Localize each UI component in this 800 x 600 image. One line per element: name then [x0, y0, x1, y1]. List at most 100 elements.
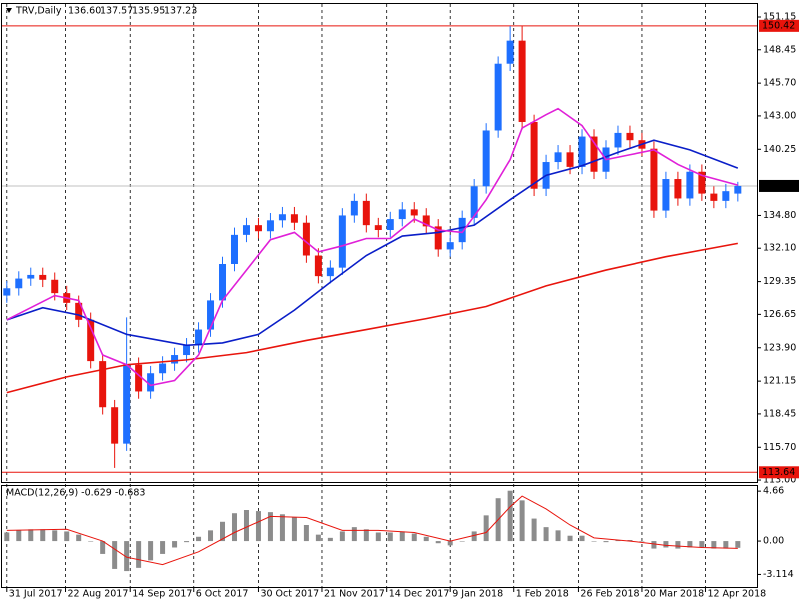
histogram-bar [651, 541, 657, 549]
candle-body [578, 136, 586, 167]
histogram-bar [483, 515, 489, 542]
candle-body [183, 345, 191, 356]
y-tick-label: 126.65 [763, 309, 796, 320]
histogram-bar [663, 541, 669, 548]
candle-body [290, 214, 298, 223]
histogram-bar [148, 541, 154, 561]
ohlc-low: 135.95 [132, 6, 165, 17]
candle-body [242, 225, 250, 235]
candle-body [482, 130, 490, 187]
candle-body [686, 171, 694, 199]
y-tick-label: 121.15 [763, 376, 796, 387]
candle-body [590, 136, 598, 172]
candle-body [446, 242, 454, 250]
candle-body [266, 220, 274, 232]
x-tick-label: 21 Nov 2017 [324, 589, 385, 600]
histogram-bar [40, 529, 46, 542]
candle-body [518, 40, 526, 122]
histogram-bar [423, 536, 429, 542]
price-tag-label: 150.42 [762, 20, 795, 31]
candle-body [554, 152, 562, 163]
histogram-bar [351, 527, 357, 542]
histogram-bar [411, 533, 417, 542]
histogram-bar [723, 541, 729, 549]
histogram-bar [196, 536, 202, 542]
histogram-bar [699, 541, 705, 548]
candle-body [650, 148, 658, 211]
macd-panel [1, 485, 758, 588]
candle-body [506, 40, 514, 64]
histogram-bar [52, 530, 58, 542]
candle-body [710, 193, 718, 201]
histogram-bar [28, 529, 34, 542]
histogram-bar [603, 541, 609, 543]
histogram-bar [447, 541, 453, 546]
candle-body [698, 171, 706, 194]
price-tag-label: 137.23 [762, 180, 795, 191]
histogram-bar [112, 541, 118, 569]
price-panel [1, 3, 758, 483]
y-tick-label: 140.25 [763, 144, 796, 155]
candle-body [458, 217, 466, 243]
y-tick-label: 0.00 [763, 536, 784, 547]
price-tag [759, 179, 799, 192]
candle-body [195, 329, 203, 346]
histogram-bar [64, 531, 70, 542]
histogram-bar [675, 541, 681, 549]
y-tick-label: -3.114 [763, 569, 794, 580]
symbol: TRV,Daily [15, 6, 62, 17]
histogram-bar [459, 541, 465, 542]
histogram-bar [327, 537, 333, 542]
ohlc-open: 136.60 [68, 6, 101, 17]
histogram-bar [315, 534, 321, 542]
histogram-bar [735, 541, 741, 548]
y-tick-label: 145.70 [763, 78, 796, 89]
histogram-bar [375, 532, 381, 542]
histogram-bar [711, 541, 717, 549]
histogram-bar [627, 540, 633, 542]
x-tick-label: 20 Mar 2018 [644, 589, 704, 600]
histogram-bar [687, 541, 693, 548]
candle-body [219, 263, 227, 301]
histogram-bar [231, 513, 237, 542]
moving-average [6, 139, 739, 347]
histogram-bar [555, 530, 561, 542]
histogram-bar [124, 541, 130, 572]
histogram-bar [267, 512, 273, 542]
histogram-bar [136, 541, 142, 568]
candle-body [530, 121, 538, 189]
candle-body [614, 132, 622, 148]
histogram-bar [435, 541, 441, 544]
signal-line [6, 495, 738, 566]
candle-body [75, 302, 83, 320]
histogram-bar [543, 527, 549, 542]
histogram-bar [507, 490, 513, 542]
histogram-bar [531, 518, 537, 542]
histogram-bar [4, 532, 10, 542]
histogram-bar [279, 514, 285, 542]
candle-body [123, 364, 131, 444]
histogram-bar [579, 535, 585, 542]
candle-body [99, 361, 107, 408]
x-tick-label: 1 Feb 2018 [516, 589, 569, 600]
candle-body [386, 219, 394, 231]
x-tick-label: 30 Oct 2017 [260, 589, 319, 600]
x-tick-label: 14 Sep 2017 [132, 589, 192, 600]
y-tick-label: 148.45 [763, 44, 796, 55]
candle-body [278, 214, 286, 221]
y-tick-label: 118.45 [763, 408, 796, 419]
candle-body [207, 300, 215, 330]
candle-body [662, 179, 670, 211]
candle-body [626, 132, 634, 141]
candle-body [254, 225, 262, 232]
candle-body [314, 255, 322, 277]
candle-body [398, 209, 406, 220]
histogram-bar [639, 541, 645, 542]
candle-body [3, 288, 11, 296]
x-tick-label: 31 Jul 2017 [9, 589, 63, 600]
y-tick-label: 129.35 [763, 276, 796, 287]
histogram-bar [615, 540, 621, 542]
candle-body [674, 179, 682, 199]
